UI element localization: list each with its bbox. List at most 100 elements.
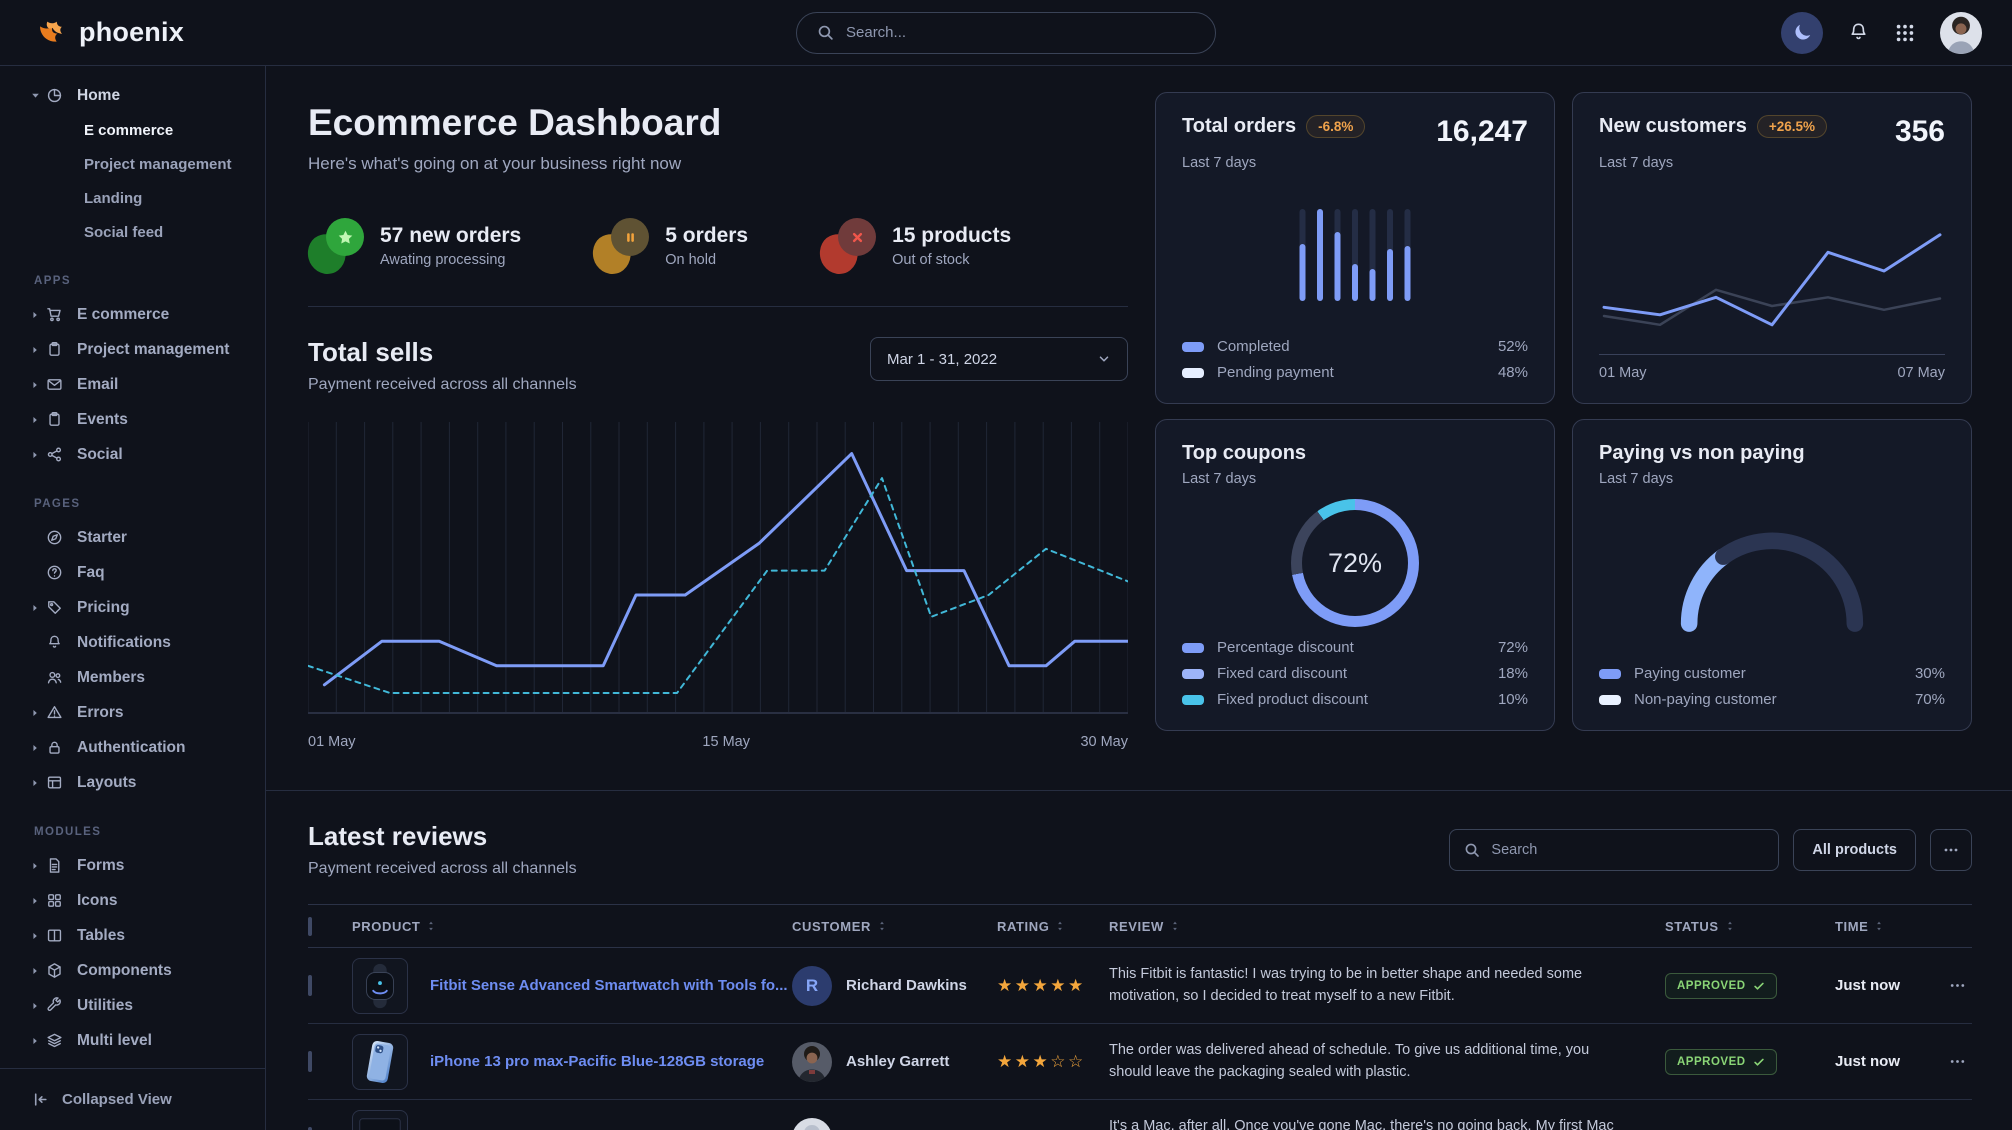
date-range-select[interactable]: Mar 1 - 31, 2022 (870, 337, 1128, 381)
trend-badge: -6.8% (1306, 115, 1366, 138)
row-checkbox[interactable] (308, 974, 312, 996)
review-text: The order was delivered ahead of schedul… (1109, 1041, 1590, 1080)
reviews-search[interactable] (1449, 828, 1780, 871)
sidebar-item-label: Events (77, 410, 128, 428)
caret-down-icon (30, 90, 46, 101)
product-link[interactable]: Fitbit Sense Advanced Smartwatch with To… (430, 977, 788, 994)
stat-text: 15 products Out of stock (892, 224, 1011, 268)
caret-right-icon (30, 380, 46, 390)
sidebar-item-layouts[interactable]: Layouts (0, 765, 265, 800)
product-cell: Fitbit Sense Advanced Smartwatch with To… (352, 957, 792, 1014)
select-all-checkbox[interactable] (308, 916, 312, 936)
product-link[interactable]: iPhone 13 pro max-Pacific Blue-128GB sto… (430, 1053, 765, 1070)
legend-label: Percentage discount (1217, 639, 1354, 656)
customer-cell: Ashley Garrett (792, 1041, 997, 1082)
caret-right-icon (30, 778, 46, 788)
sidebar-item-forms[interactable]: Forms (0, 848, 265, 883)
sidebar-subitem-landing[interactable]: Landing (84, 189, 143, 207)
row-menu-button[interactable] (1927, 977, 1972, 994)
status-label: APPROVED (1677, 1055, 1746, 1068)
reviews-menu-button[interactable] (1930, 828, 1972, 871)
total-sells-title: Total sells (308, 337, 434, 367)
review-text: This Fitbit is fantastic! I was trying t… (1109, 965, 1583, 1004)
cube-icon (46, 962, 77, 979)
legend-item-fixed-product-discount: Fixed product discount 10% (1182, 691, 1528, 708)
x-tick-label: 07 May (1897, 365, 1945, 381)
reviews-search-input[interactable] (1491, 841, 1765, 858)
search-input[interactable] (846, 24, 1195, 41)
dark-mode-toggle[interactable] (1781, 11, 1823, 54)
card-period: Last 7 days (1182, 155, 1257, 171)
caret-right-icon (30, 708, 46, 718)
column-header-rating[interactable]: RATING (997, 919, 1109, 934)
sidebar-item-label: Authentication (77, 738, 186, 756)
legend-swatch (1599, 668, 1621, 679)
top-coupons-card: Top coupons Last 7 days 72% Percentage d… (1155, 419, 1555, 731)
sidebar: Home E commerce Project management Landing S… (0, 66, 266, 1130)
row-menu-button[interactable] (1927, 1053, 1972, 1070)
sidebar-item-label: Home (77, 86, 121, 104)
all-products-filter-button[interactable]: All products (1793, 828, 1916, 871)
legend-value: 18% (1497, 665, 1528, 682)
sidebar-item-notifications[interactable]: Notifications (0, 625, 265, 660)
sidebar-item-utilities[interactable]: Utilities (0, 988, 265, 1023)
search-icon (817, 24, 834, 41)
caret-right-icon (30, 743, 46, 753)
user-avatar[interactable] (1940, 11, 1982, 54)
sidebar-item-project-management[interactable]: Project management (0, 332, 265, 367)
stat-15-products: 15 products Out of stock (815, 218, 1011, 279)
column-header-customer[interactable]: CUSTOMER (792, 919, 997, 934)
stat-title: 57 new orders (380, 224, 522, 247)
sidebar-item-authentication[interactable]: Authentication (0, 730, 265, 765)
sidebar-subitem-social-feed[interactable]: Social feed (84, 223, 164, 241)
brand[interactable]: phoenix (36, 16, 184, 49)
sidebar-item-email[interactable]: Email (0, 367, 265, 402)
sidebar-item-components[interactable]: Components (0, 953, 265, 988)
row-checkbox[interactable] (308, 1126, 312, 1130)
sidebar-item-faq[interactable]: Faq (0, 555, 265, 590)
sidebar-item-events[interactable]: Events (0, 402, 265, 437)
sidebar-item-e-commerce[interactable]: E commerce (0, 297, 265, 332)
caret-right-icon (30, 861, 46, 871)
sidebar-item-label: Notifications (77, 633, 171, 651)
sidebar-item-label: Members (77, 668, 146, 686)
legend-value: 10% (1497, 691, 1528, 708)
legend-swatch (1182, 668, 1204, 679)
column-header-product[interactable]: PRODUCT (352, 919, 792, 934)
legend-item-completed: Completed 52% (1182, 338, 1528, 355)
sidebar-subitem-e-commerce[interactable]: E commerce (84, 121, 174, 139)
apps-grid-button[interactable] (1894, 22, 1916, 44)
legend-value: 30% (1914, 665, 1945, 682)
sidebar-section-label-pages: PAGES (34, 498, 81, 510)
card-title: Paying vs non paying (1599, 442, 1805, 464)
bell-icon (1847, 21, 1870, 44)
sidebar-item-tables[interactable]: Tables (0, 918, 265, 953)
card-value: 356 (1894, 115, 1945, 148)
collapsed-view-toggle[interactable]: Collapsed View (0, 1068, 265, 1130)
sidebar-item-social[interactable]: Social (0, 437, 265, 472)
notifications-button[interactable] (1847, 21, 1870, 44)
column-header-review[interactable]: REVIEW (1109, 919, 1665, 934)
sidebar-item-errors[interactable]: Errors (0, 695, 265, 730)
sidebar-item-icons[interactable]: Icons (0, 883, 265, 918)
sidebar-subitem-project-management[interactable]: Project management (84, 155, 232, 173)
sidebar-item-pricing[interactable]: Pricing (0, 590, 265, 625)
legend-swatch (1182, 694, 1204, 705)
column-header-status[interactable]: STATUS (1665, 919, 1835, 934)
tag-icon (46, 599, 77, 616)
table-row: Fitbit Sense Advanced Smartwatch with To… (308, 948, 1972, 1024)
global-search[interactable] (796, 11, 1216, 54)
sidebar-item-label: Tables (77, 926, 125, 944)
legend-swatch (1182, 367, 1204, 378)
sidebar-item-multi-level[interactable]: Multi level (0, 1023, 265, 1058)
sidebar-item-home[interactable]: Home (0, 78, 265, 113)
sidebar-item-members[interactable]: Members (0, 660, 265, 695)
check-icon (1753, 1056, 1765, 1068)
reviews-table: PRODUCT CUSTOMER RATING REVIEW STATUS TIME Fi… (308, 904, 1972, 1130)
review-text: It's a Mac, after all. Once you've gone … (1109, 1117, 1614, 1130)
row-checkbox[interactable] (308, 1050, 312, 1072)
caret-right-icon (30, 1001, 46, 1011)
sidebar-item-starter[interactable]: Starter (0, 520, 265, 555)
column-header-time[interactable]: TIME (1835, 919, 1927, 934)
sidebar-item-label: Errors (77, 703, 124, 721)
